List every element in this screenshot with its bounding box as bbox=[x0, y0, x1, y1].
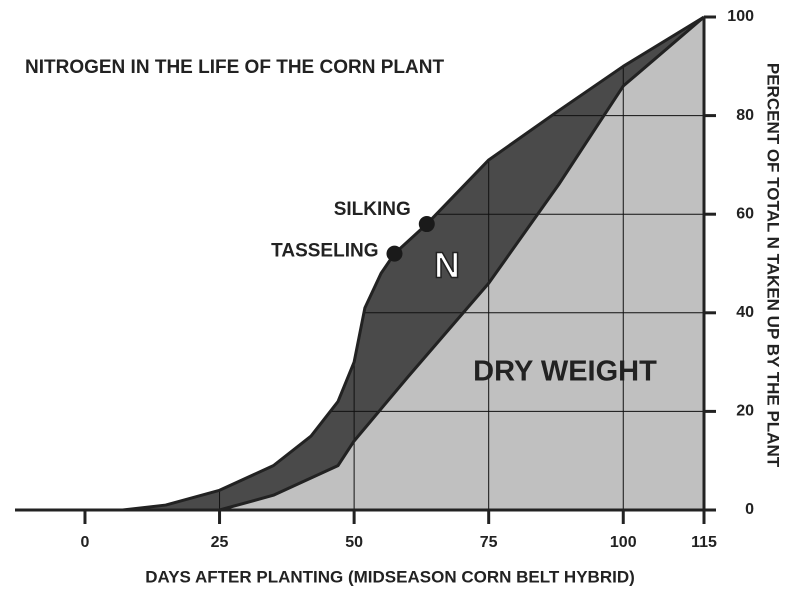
x-tick-label: 25 bbox=[211, 534, 229, 551]
y-tick-label: 80 bbox=[736, 107, 754, 124]
x-tick-label: 50 bbox=[345, 534, 363, 551]
x-tick-label: 115 bbox=[691, 534, 717, 551]
area-fill bbox=[219, 17, 704, 510]
series-line bbox=[219, 15, 705, 512]
x-tick-label: 0 bbox=[81, 534, 90, 551]
y-tick-label: 20 bbox=[736, 403, 754, 420]
stage-label: SILKING bbox=[334, 199, 411, 220]
y-tick-label: 60 bbox=[736, 205, 754, 222]
y-axis-label: PERCENT OF TOTAL N TAKEN UP BY THE PLANT bbox=[764, 63, 783, 468]
x-axis-label: DAYS AFTER PLANTING (MIDSEASON CORN BELT… bbox=[145, 567, 635, 586]
series-label: DRY WEIGHT bbox=[473, 356, 657, 388]
y-tick-label: 100 bbox=[727, 8, 754, 25]
chart-title: NITROGEN IN THE LIFE OF THE CORN PLANT bbox=[25, 57, 444, 78]
stage-point bbox=[418, 216, 435, 233]
stage-point bbox=[386, 245, 403, 262]
plot-area bbox=[122, 15, 705, 512]
series-label: N bbox=[434, 245, 460, 286]
y-tick-label: 0 bbox=[745, 501, 754, 518]
x-tick-label: 100 bbox=[610, 534, 637, 551]
y-tick-label: 40 bbox=[736, 304, 754, 321]
series-line bbox=[122, 15, 705, 512]
stage-label: TASSELING bbox=[271, 241, 378, 262]
x-tick-label: 75 bbox=[480, 534, 498, 551]
